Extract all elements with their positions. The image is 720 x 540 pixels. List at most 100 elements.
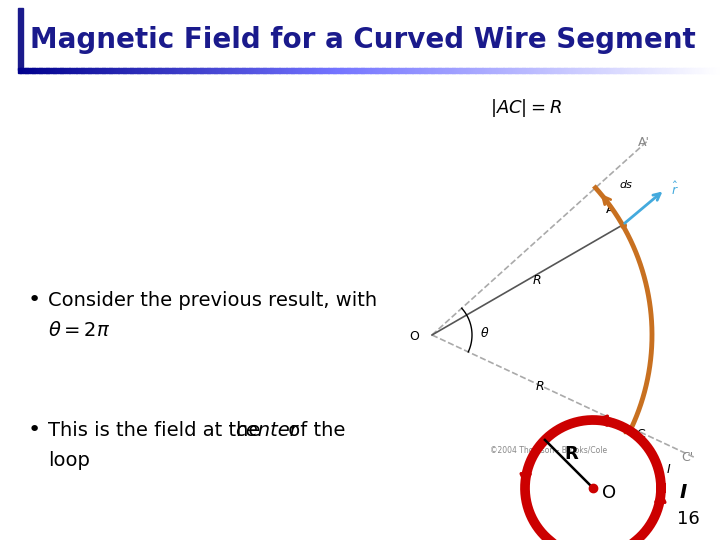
Bar xyxy=(321,68,324,73)
Bar xyxy=(161,68,163,73)
Bar xyxy=(25,68,28,73)
Bar xyxy=(277,68,280,73)
Bar xyxy=(307,68,310,73)
Bar xyxy=(340,68,343,73)
Bar xyxy=(597,68,600,73)
Bar xyxy=(184,68,186,73)
Bar xyxy=(354,68,357,73)
Bar xyxy=(176,68,179,73)
Text: C: C xyxy=(636,428,645,441)
Bar xyxy=(179,68,182,73)
Bar xyxy=(608,68,611,73)
Bar xyxy=(204,68,207,73)
Bar xyxy=(697,68,700,73)
Bar xyxy=(142,68,145,73)
Bar xyxy=(58,68,60,73)
Bar xyxy=(522,68,525,73)
Text: center: center xyxy=(235,421,298,440)
Bar xyxy=(601,68,604,73)
Bar xyxy=(41,68,44,73)
Bar xyxy=(135,68,138,73)
Bar xyxy=(398,68,401,73)
Bar xyxy=(536,68,539,73)
Bar xyxy=(37,68,40,73)
Bar xyxy=(361,68,364,73)
Bar xyxy=(667,68,670,73)
Bar xyxy=(629,68,632,73)
Bar xyxy=(400,68,403,73)
Bar xyxy=(342,68,345,73)
Bar xyxy=(112,68,114,73)
Bar xyxy=(683,68,686,73)
Bar xyxy=(389,68,392,73)
Bar xyxy=(520,68,523,73)
Bar xyxy=(426,68,429,73)
Bar xyxy=(240,68,243,73)
Bar xyxy=(202,68,205,73)
Bar xyxy=(102,68,105,73)
Bar xyxy=(477,68,480,73)
Bar xyxy=(473,68,476,73)
Bar xyxy=(251,68,254,73)
Bar xyxy=(550,68,553,73)
Bar xyxy=(480,68,483,73)
Bar xyxy=(459,68,462,73)
Bar xyxy=(559,68,562,73)
Bar xyxy=(503,68,506,73)
Bar xyxy=(242,68,245,73)
Bar xyxy=(39,68,42,73)
Bar xyxy=(660,68,662,73)
Bar xyxy=(228,68,231,73)
Bar xyxy=(263,68,266,73)
Bar xyxy=(695,68,698,73)
Bar xyxy=(531,68,534,73)
Bar xyxy=(22,68,25,73)
Bar xyxy=(225,68,228,73)
Bar xyxy=(582,68,585,73)
Bar xyxy=(557,68,560,73)
Bar xyxy=(487,68,490,73)
Bar xyxy=(394,68,397,73)
Bar xyxy=(678,68,681,73)
Bar xyxy=(172,68,175,73)
Bar xyxy=(622,68,625,73)
Bar xyxy=(636,68,639,73)
Bar xyxy=(315,68,318,73)
Bar xyxy=(312,68,315,73)
Bar xyxy=(336,68,338,73)
Bar xyxy=(219,68,222,73)
Bar xyxy=(410,68,413,73)
Bar xyxy=(485,68,487,73)
Bar xyxy=(84,68,86,73)
Text: I: I xyxy=(680,483,687,503)
Text: ©2004 Thomson - Brooks/Cole: ©2004 Thomson - Brooks/Cole xyxy=(490,446,607,455)
Bar xyxy=(104,68,107,73)
Bar xyxy=(669,68,672,73)
Bar xyxy=(375,68,378,73)
Bar xyxy=(494,68,497,73)
Bar xyxy=(268,68,271,73)
Bar xyxy=(289,68,292,73)
Bar xyxy=(641,68,644,73)
Bar xyxy=(114,68,117,73)
Bar xyxy=(50,68,53,73)
Bar xyxy=(18,68,21,73)
Bar xyxy=(588,68,590,73)
Bar xyxy=(60,68,63,73)
Bar xyxy=(417,68,420,73)
Bar xyxy=(167,68,170,73)
Bar xyxy=(296,68,299,73)
Bar xyxy=(634,68,636,73)
Bar xyxy=(46,68,49,73)
Bar xyxy=(714,68,716,73)
Bar xyxy=(603,68,606,73)
Bar xyxy=(356,68,359,73)
Bar xyxy=(408,68,410,73)
Text: R: R xyxy=(564,444,578,463)
Bar xyxy=(543,68,546,73)
Bar xyxy=(249,68,252,73)
Bar xyxy=(466,68,469,73)
Bar xyxy=(711,68,714,73)
Text: of the: of the xyxy=(282,421,346,440)
Bar xyxy=(674,68,677,73)
